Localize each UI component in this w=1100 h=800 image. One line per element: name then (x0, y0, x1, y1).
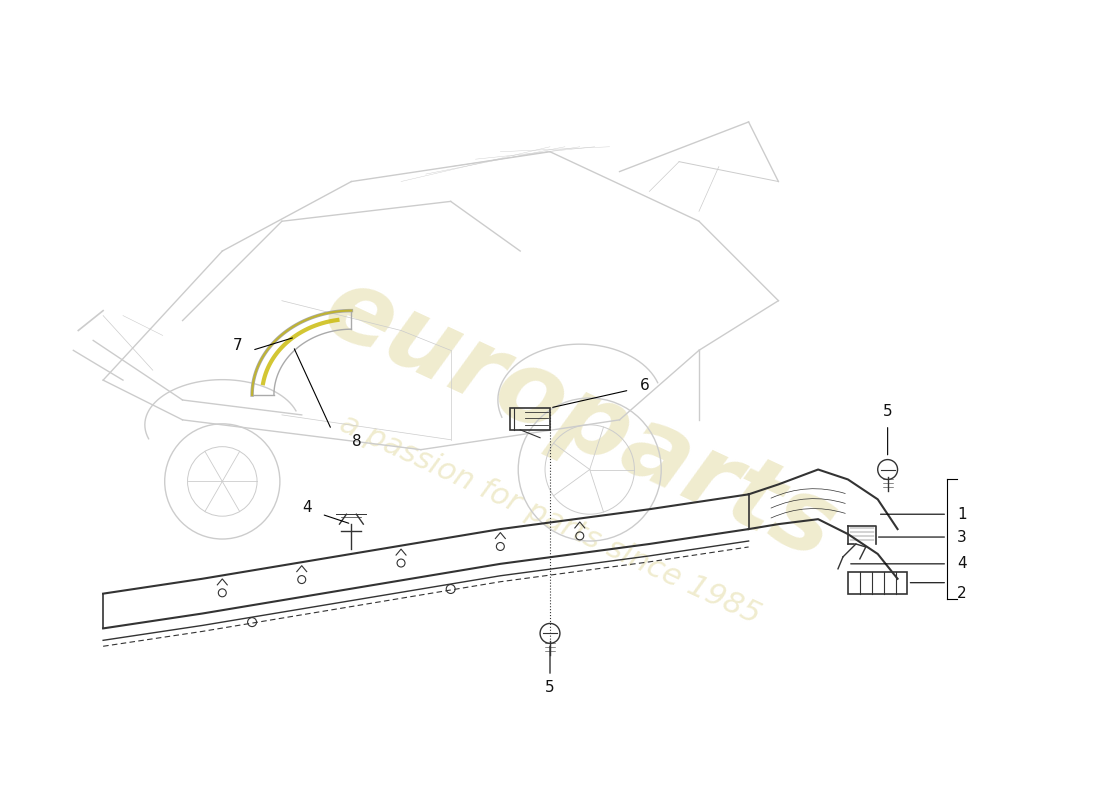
Text: 8: 8 (352, 434, 361, 450)
Text: 3: 3 (957, 530, 967, 545)
Text: europarts: europarts (309, 259, 851, 581)
Text: 4: 4 (301, 500, 311, 514)
Text: a passion for parts since 1985: a passion for parts since 1985 (336, 409, 764, 630)
Text: 5: 5 (883, 405, 892, 419)
Text: 4: 4 (957, 556, 967, 571)
Text: 1: 1 (957, 506, 967, 522)
Text: 6: 6 (639, 378, 649, 393)
Text: 7: 7 (232, 338, 242, 353)
Bar (848, 572, 908, 594)
Bar (510, 408, 550, 430)
Text: 5: 5 (546, 681, 554, 695)
Text: 2: 2 (957, 586, 967, 601)
